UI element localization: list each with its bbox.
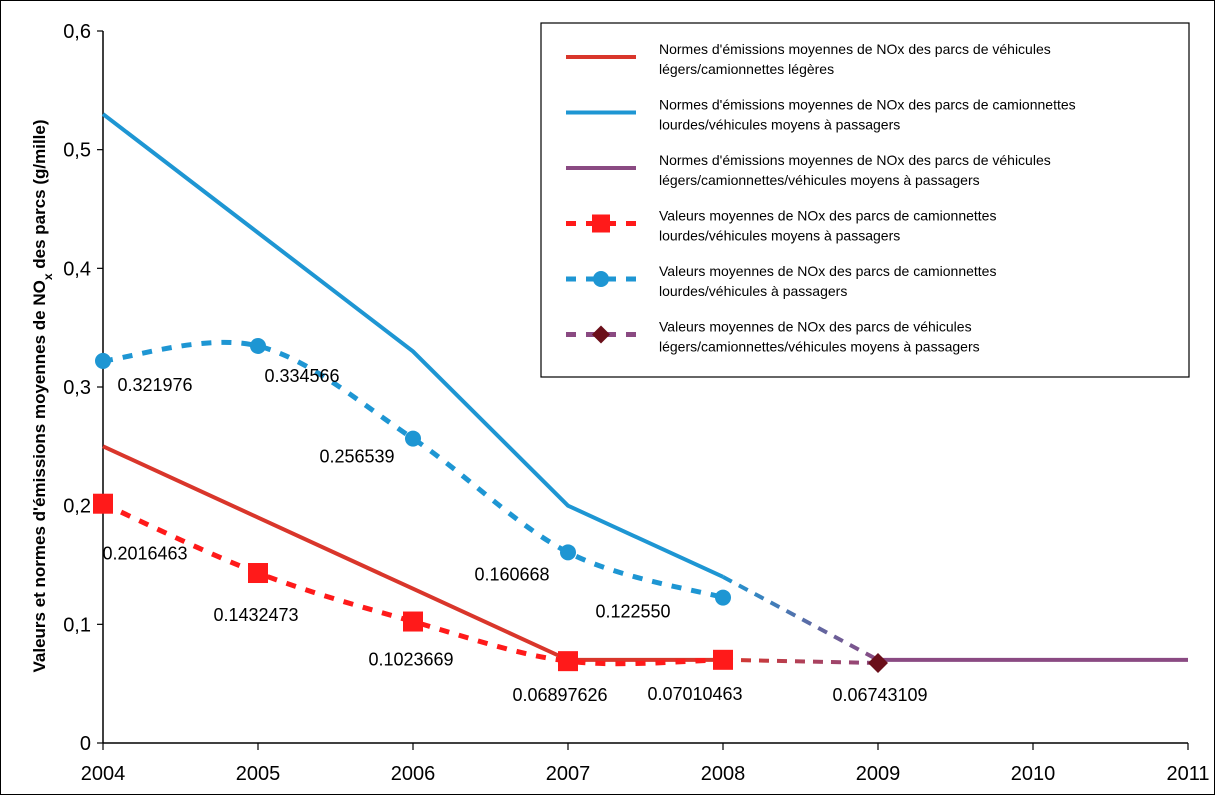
series-5-line <box>102 339 724 600</box>
data-labels: 0.2016463 0.1432473 0.1023669 0.06897626 0.0… <box>102 366 927 705</box>
legend-circle-marker <box>593 271 609 287</box>
legend-item-5: Valeurs moyennes de NOx des parcs de cam… <box>566 263 996 299</box>
series-4-line <box>101 501 724 667</box>
legend-square-marker <box>592 214 610 233</box>
data-label-0-321976: 0.321976 <box>117 375 192 395</box>
y-tick-label-0-2: 0,2 <box>63 496 91 518</box>
legend-item-4: Valeurs moyennes de NOx des parcs de cam… <box>566 208 996 244</box>
legend-label-6-line-2: légers/camionnettes/véhicules moyens à p… <box>659 339 980 355</box>
x-tick-label-2004: 2004 <box>81 763 126 785</box>
series-5-point-2007 <box>560 544 576 561</box>
series-5-point-2006 <box>405 430 421 447</box>
axes: 0 0,1 0,2 0,3 0,4 0,5 0,6 2004 2005 2006 2007 2008 2… <box>63 21 1209 785</box>
data-label-0-07010463: 0.07010463 <box>647 684 742 704</box>
legend-label-5-line-1: Valeurs moyennes de NOx des parcs de cam… <box>659 263 996 279</box>
series-2 <box>101 112 724 579</box>
series-5-point-2004 <box>95 352 111 369</box>
y-axis-title-tail: des parcs (g/mille) <box>30 119 49 273</box>
legend-item-6: Valeurs moyennes de NOx des parcs de véh… <box>566 319 980 355</box>
series-2-line <box>101 112 724 579</box>
x-tick-label-2011: 2011 <box>1166 763 1209 785</box>
series-5-point-2005 <box>250 337 266 354</box>
series-6-point-2009 <box>868 652 888 673</box>
legend-label-1-line-2: légers/camionnettes légères <box>659 61 834 77</box>
legend-label-5-line-2: lourdes/véhicules à passagers <box>659 283 847 299</box>
data-label-0-160668: 0.160668 <box>474 564 549 584</box>
data-label-0-06743109: 0.06743109 <box>832 685 927 705</box>
legend-label-3-line-1: Normes d'émissions moyennes de NOx des p… <box>659 152 1051 168</box>
legend-label-6-line-1: Valeurs moyennes de NOx des parcs de véh… <box>659 319 972 335</box>
series-4-point-2008 <box>713 649 733 670</box>
data-label-0-06897626: 0.06897626 <box>512 685 607 705</box>
transition-line-2 <box>722 575 879 662</box>
data-label-0-1432473: 0.1432473 <box>213 605 298 625</box>
x-tick-label-2006: 2006 <box>391 763 436 785</box>
series-4-point-2007 <box>558 651 578 672</box>
x-tick-label-2005: 2005 <box>236 763 281 785</box>
y-tick-label-0-5: 0,5 <box>63 140 91 162</box>
legend-item-2: Normes d'émissions moyennes de NOx des p… <box>566 97 1076 133</box>
series-6 <box>868 652 888 673</box>
x-tick-label-2008: 2008 <box>701 763 746 785</box>
x-tick-label-2007: 2007 <box>546 763 591 785</box>
legend-label-2-line-1: Normes d'émissions moyennes de NOx des p… <box>659 97 1076 113</box>
y-tick-label-0-4: 0,4 <box>63 258 91 280</box>
transition-line-3 <box>722 657 879 665</box>
data-label-0-1023669: 0.1023669 <box>368 650 453 670</box>
series-4-point-2005 <box>248 563 268 584</box>
series-4-point-2004 <box>93 493 113 514</box>
legend-label-2-line-2: lourdes/véhicules moyens à passagers <box>659 117 900 133</box>
y-tick-label-0: 0 <box>80 733 91 755</box>
series-5-point-2008 <box>715 589 731 606</box>
legend-item-1: Normes d'émissions moyennes de NOx des p… <box>566 41 1051 77</box>
series-4-point-2006 <box>403 611 423 632</box>
y-axis-title: Valeurs et normes d'émissions moyennes d… <box>30 119 55 672</box>
legend-box <box>540 22 1190 378</box>
legend-label-1-line-1: Normes d'émissions moyennes de NOx des p… <box>659 41 1051 57</box>
data-label-0-2016463: 0.2016463 <box>102 544 187 564</box>
y-axis-title-main: Valeurs et normes d'émissions moyennes d… <box>30 280 49 672</box>
legend-label-4-line-2: lourdes/véhicules moyens à passagers <box>659 228 900 244</box>
series-4 <box>93 493 733 672</box>
y-tick-label-0-6: 0,6 <box>63 21 91 43</box>
legend-diamond-marker <box>592 325 610 344</box>
legend-label-3-line-2: légers/camionnettes/véhicules moyens à p… <box>659 172 980 188</box>
legend-label-4-line-1: Valeurs moyennes de NOx des parcs de cam… <box>659 208 996 224</box>
x-tick-label-2009: 2009 <box>856 763 901 785</box>
legend-item-3: Normes d'émissions moyennes de NOx des p… <box>566 152 1051 188</box>
y-tick-label-0-3: 0,3 <box>63 377 91 399</box>
series-1 <box>102 444 723 662</box>
x-tick-label-2010: 2010 <box>1011 763 1056 785</box>
data-label-0-256539: 0.256539 <box>319 447 394 467</box>
series-1-line <box>102 444 723 662</box>
data-label-0-122550: 0.122550 <box>595 602 670 622</box>
y-axis-title-subscript: x <box>41 273 55 280</box>
legend: Normes d'émissions moyennes de NOx des p… <box>540 22 1190 378</box>
series-5 <box>95 337 731 606</box>
data-label-0-334566: 0.334566 <box>264 366 339 386</box>
series-layer <box>93 112 1188 673</box>
y-tick-label-0-1: 0,1 <box>63 614 91 636</box>
